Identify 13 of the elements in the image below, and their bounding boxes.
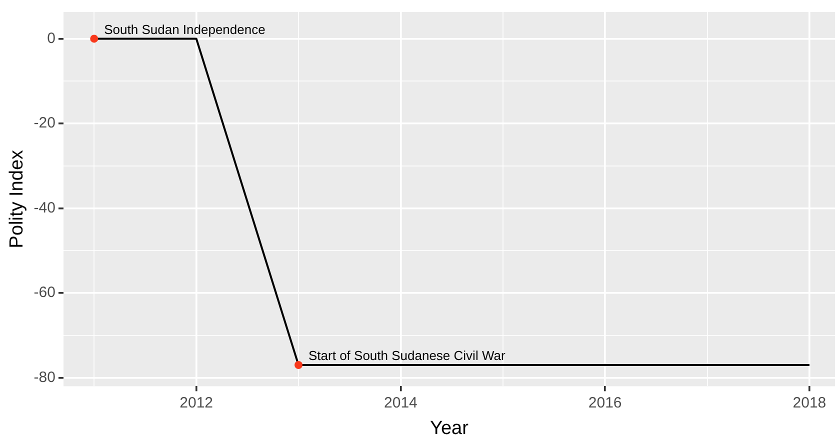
x-tick-label: 2018 <box>792 394 826 412</box>
annotation: Start of South Sudanese Civil War <box>308 348 506 364</box>
annotation: South Sudan Independence <box>104 22 266 37</box>
x-tick-label: 2016 <box>588 394 622 412</box>
y-tick-label: 0 <box>47 30 56 47</box>
x-tick-label: 2014 <box>384 394 418 412</box>
x-tick-label: 2012 <box>180 394 214 412</box>
y-tick-label: -60 <box>34 284 56 302</box>
x-axis-title: Year <box>430 418 470 439</box>
y-tick-label: -80 <box>34 368 56 386</box>
y-tick-label: -40 <box>34 199 56 216</box>
y-axis-title: Polity Index <box>6 150 28 248</box>
y-tick-label: -20 <box>34 114 56 132</box>
